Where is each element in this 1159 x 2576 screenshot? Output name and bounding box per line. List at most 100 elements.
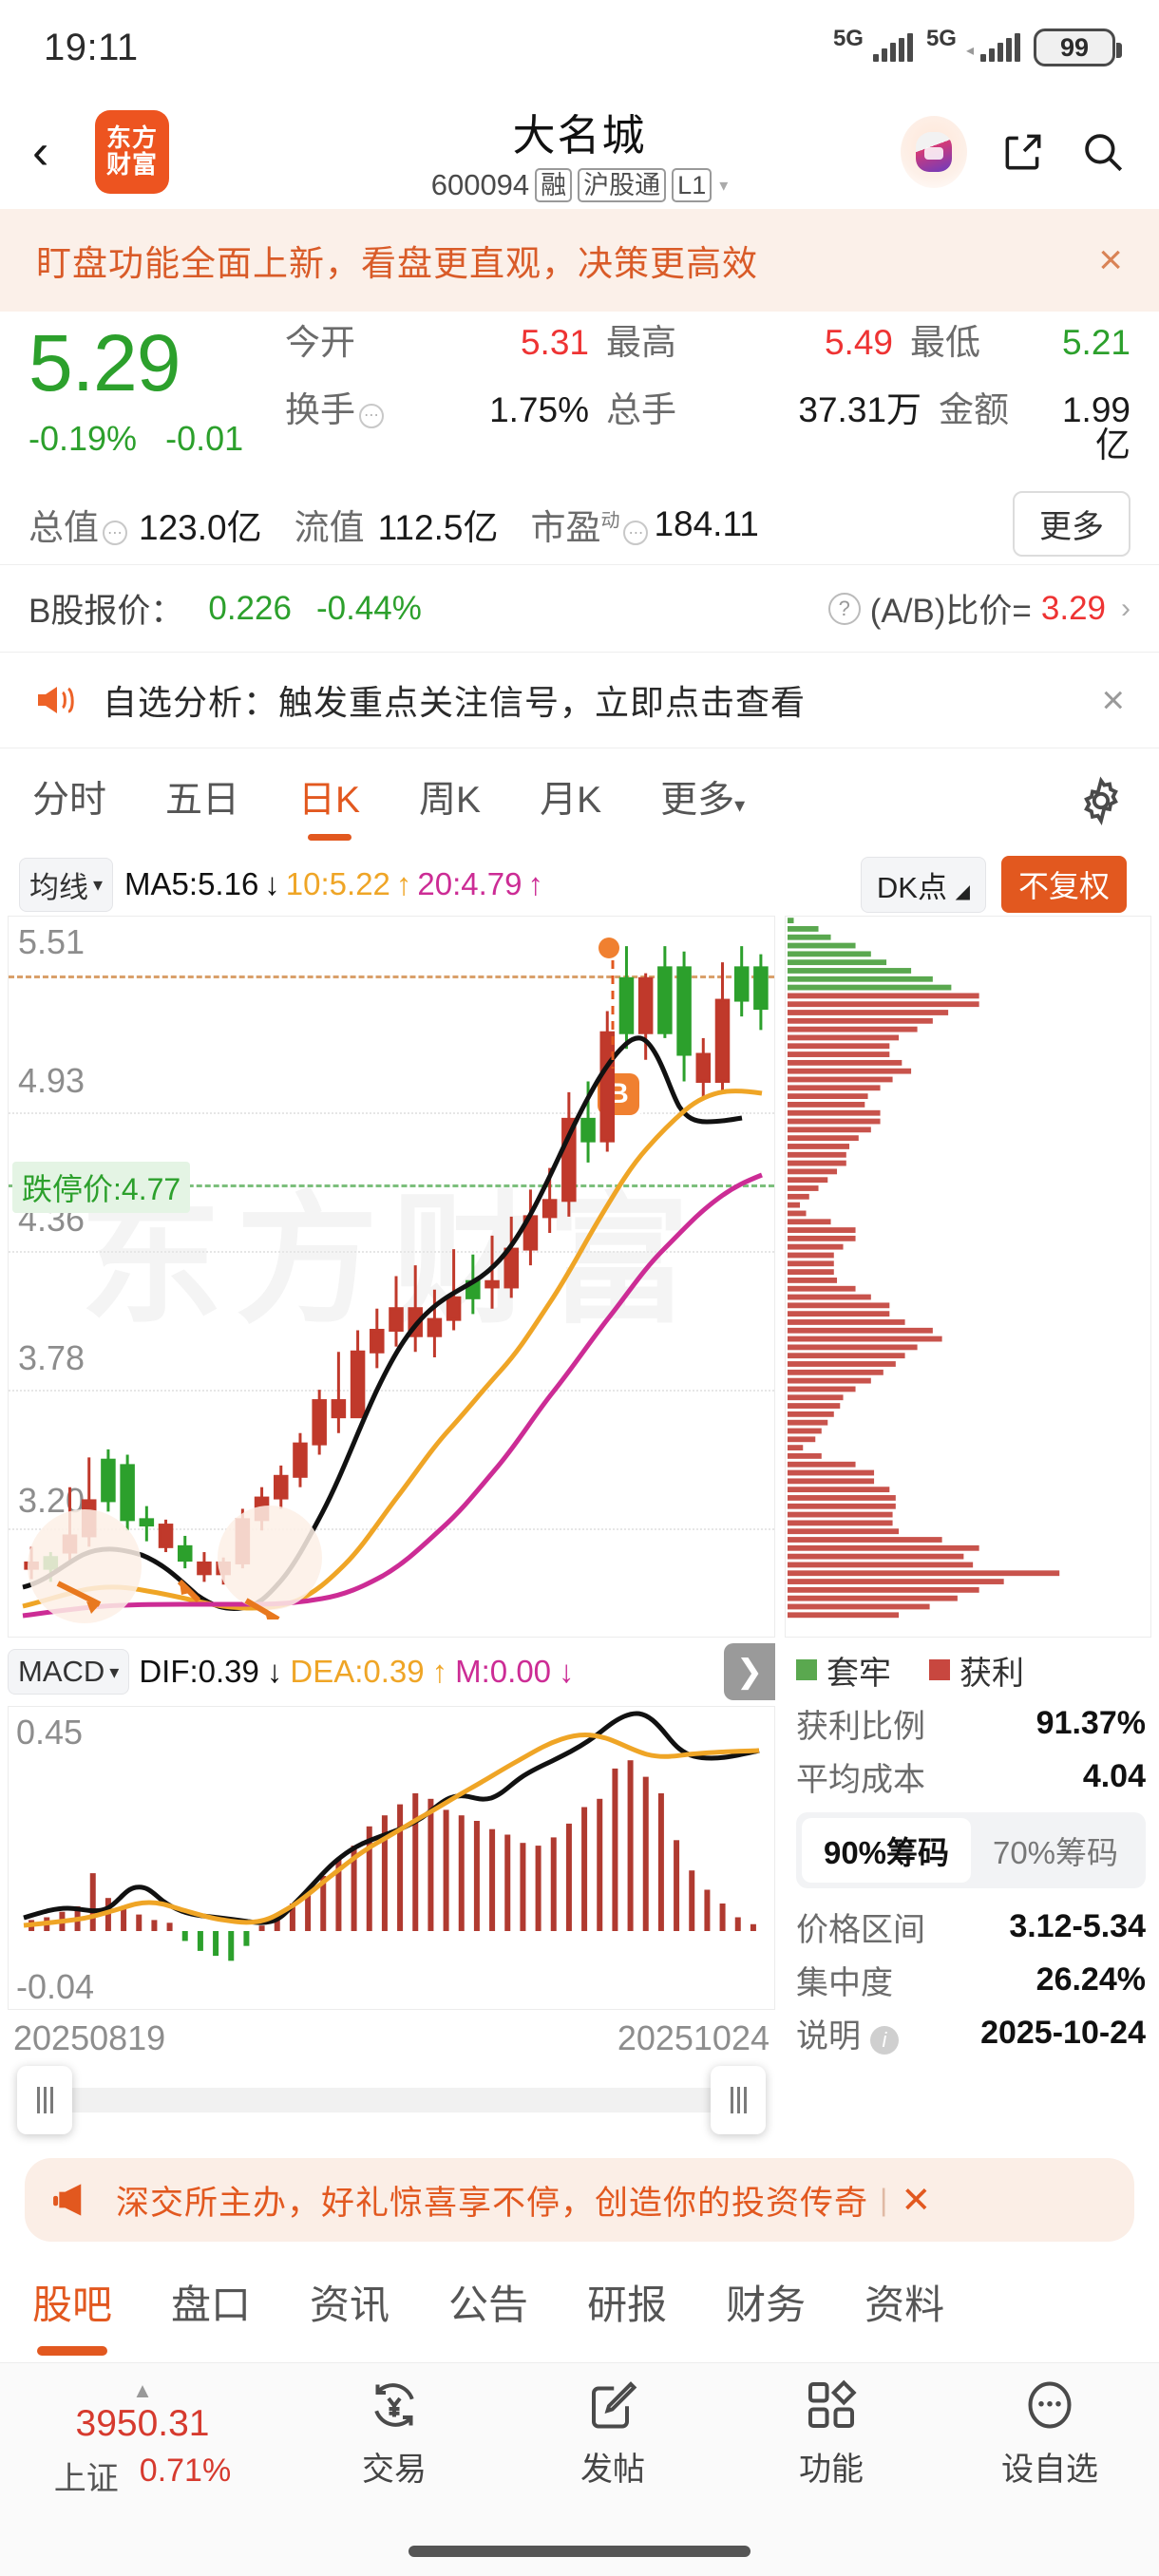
segment-90[interactable]: 90%筹码 <box>802 1818 971 1883</box>
open-label: 今开 <box>285 323 355 362</box>
low-value: 5.21 <box>1061 323 1130 362</box>
signal-2-icon: 5G ◂ <box>926 28 1020 62</box>
date-range-row: 20250819 20251024 <box>8 2010 775 2067</box>
chevron-down-icon: ▾ <box>719 175 729 195</box>
dif-value: DIF:0.39 <box>139 1654 259 1689</box>
more-dots-icon <box>1028 2381 1072 2429</box>
segment-70[interactable]: 70%筹码 <box>992 1835 1119 1870</box>
candlestick-chart[interactable]: 东方财富 5.51 4.93 4.36 3.78 3.20 跌停价:4.77 B <box>8 916 775 1638</box>
top-promo-banner[interactable]: 盯盘功能全面上新，看盘更直观，决策更高效 × <box>0 209 1159 312</box>
yuan-trade-icon <box>374 2383 414 2427</box>
turnover-value: 1.75% <box>489 390 589 429</box>
info-row-price-range: 价格区间 3.12-5.34 <box>796 1907 1146 1948</box>
nav-post[interactable]: 发帖 <box>504 2375 722 2490</box>
section-tab-bar: 股吧 盘口 资讯 公告 研报 财务 资料 <box>0 2242 1159 2363</box>
tab-pankou[interactable]: 盘口 <box>171 2282 252 2327</box>
tab-financials[interactable]: 财务 <box>726 2282 807 2327</box>
b-share-row[interactable]: B股报价： 0.226 -0.44% ? (A/B)比价= 3.29 › <box>0 564 1159 652</box>
tab-news[interactable]: 资讯 <box>310 2282 390 2327</box>
ma-selector[interactable]: 均线 ▾ <box>19 857 114 912</box>
tab-announcements[interactable]: 公告 <box>448 2282 529 2327</box>
separator: | <box>880 2182 888 2217</box>
index-widget[interactable]: ▲ 3950.31 上证 0.71% <box>0 2375 285 2499</box>
y-axis-label: 4.93 <box>18 1061 86 1100</box>
app-header: ‹ 东方 财富 大名城 600094 融 沪股通 L1 ▾ <box>0 95 1159 209</box>
macd-indicator-row: MACD ▾ DIF:0.39 ↓ DEA:0.39 ↑ M:0.00 ↓ ❯ <box>8 1638 775 1706</box>
tab-five-day[interactable]: 五日 <box>165 780 240 821</box>
info-dots-icon[interactable]: ⋯ <box>103 520 127 545</box>
bottom-promo-banner[interactable]: 深交所主办，好礼惊喜享不停，创造你的投资传奇 | ✕ <box>25 2158 1134 2242</box>
info-row-description[interactable]: 说明 i 2025-10-24 <box>796 2014 1146 2055</box>
macd-chart[interactable]: 0.45 -0.04 <box>8 1706 775 2010</box>
ai-assistant-icon[interactable] <box>901 116 967 188</box>
ma5-arrow: ↓ <box>264 866 280 901</box>
tab-more[interactable]: 更多▾ <box>660 780 746 821</box>
pe-label: 市盈动⋯ <box>530 499 649 550</box>
quote-panel: 5.29 -0.19% -0.01 今开 5.31 最高 5.49 最低 5.2… <box>0 312 1159 564</box>
adjust-mode-button[interactable]: 不复权 <box>1000 856 1127 913</box>
tab-profile[interactable]: 资料 <box>864 2282 945 2327</box>
back-button[interactable]: ‹ <box>32 124 49 180</box>
chip-info-panel: 套牢 获利 获利比例 91.37% 平均成本 4.04 90%筹码 70%筹码 <box>785 1638 1151 2133</box>
floatcap-value: 112.5亿 <box>377 507 499 547</box>
index-value: 3950.31 <box>75 2403 210 2444</box>
change-percent: -0.19% <box>28 418 138 458</box>
status-indicators: 5G 5G ◂ 99 <box>833 28 1122 66</box>
share-icon[interactable] <box>999 127 1047 177</box>
slider-handle-left[interactable] <box>17 2066 72 2134</box>
amount-label: 金额 <box>939 390 1009 429</box>
tab-research[interactable]: 研报 <box>587 2282 668 2327</box>
brand-logo: 东方 财富 <box>95 110 169 194</box>
help-icon[interactable]: ? <box>827 592 861 625</box>
tab-weekly-k[interactable]: 周K <box>419 780 482 821</box>
chip-distribution-chart[interactable] <box>785 916 1151 1638</box>
close-icon[interactable]: ✕ <box>901 2180 932 2221</box>
battery-icon: 99 <box>1034 28 1122 66</box>
slider-track[interactable] <box>25 2088 758 2112</box>
stock-subtitle[interactable]: 600094 融 沪股通 L1 ▾ <box>431 168 729 203</box>
legend-swatch-trapped <box>796 1659 817 1680</box>
turnover-label: 换手 ⋯ <box>285 392 428 430</box>
legend-label-trapped: 套牢 <box>826 1655 891 1692</box>
next-indicator-button[interactable]: ❯ <box>724 1643 775 1700</box>
legend-label-profit: 获利 <box>960 1655 1024 1692</box>
info-dots-icon[interactable]: ⋯ <box>623 520 649 545</box>
floatcap-label: 流值 <box>294 507 365 547</box>
dk-point-button[interactable]: DK点 ◢ <box>860 856 986 913</box>
volume-label: 总手 <box>606 390 676 429</box>
triangle-up-icon: ▲ <box>132 2378 153 2402</box>
open-value: 5.31 <box>520 323 589 362</box>
info-row-concentration: 集中度 26.24% <box>796 1960 1146 2001</box>
close-icon[interactable]: × <box>1098 237 1123 283</box>
tag-level: L1 <box>672 168 712 203</box>
tab-guba[interactable]: 股吧 <box>32 2273 112 2331</box>
limit-down-label: 跌停价:4.77 <box>12 1162 191 1213</box>
nav-trade[interactable]: 交易 <box>285 2375 504 2490</box>
close-icon[interactable]: × <box>1101 677 1125 722</box>
edit-post-icon <box>592 2381 637 2429</box>
info-icon[interactable]: i <box>870 2025 899 2055</box>
macd-selector[interactable]: MACD ▾ <box>8 1649 130 1695</box>
candlestick-svg <box>22 946 769 1619</box>
last-price: 5.29 <box>28 318 181 407</box>
signal-notice-row[interactable]: 自选分析：触发重点关注信号，立即点击查看 × <box>0 652 1159 748</box>
search-icon[interactable] <box>1079 127 1127 177</box>
gear-icon[interactable] <box>1075 775 1127 826</box>
info-dots-icon[interactable]: ⋯ <box>359 404 384 428</box>
megaphone-icon <box>53 2184 82 2216</box>
b-share-price: 0.226 <box>208 589 292 627</box>
slider-handle-right[interactable] <box>711 2066 766 2134</box>
info-row-avg-cost: 平均成本 4.04 <box>796 1757 1146 1798</box>
tab-daily-k[interactable]: 日K <box>298 770 360 831</box>
more-button[interactable]: 更多 <box>1013 491 1130 557</box>
home-indicator <box>408 2546 750 2557</box>
chart-range-slider[interactable] <box>8 2066 775 2134</box>
ma10-value: 10:5.22 <box>285 866 390 901</box>
macd-column: MACD ▾ DIF:0.39 ↓ DEA:0.39 ↑ M:0.00 ↓ ❯ 0… <box>8 1638 775 2134</box>
notice-text: 自选分析：触发重点关注信号，立即点击查看 <box>103 683 807 722</box>
nav-add-watchlist[interactable]: 设自选 <box>940 2375 1159 2490</box>
tab-monthly-k[interactable]: 月K <box>540 780 602 821</box>
nav-features[interactable]: 功能 <box>722 2375 940 2490</box>
tab-minute[interactable]: 分时 <box>32 780 107 821</box>
